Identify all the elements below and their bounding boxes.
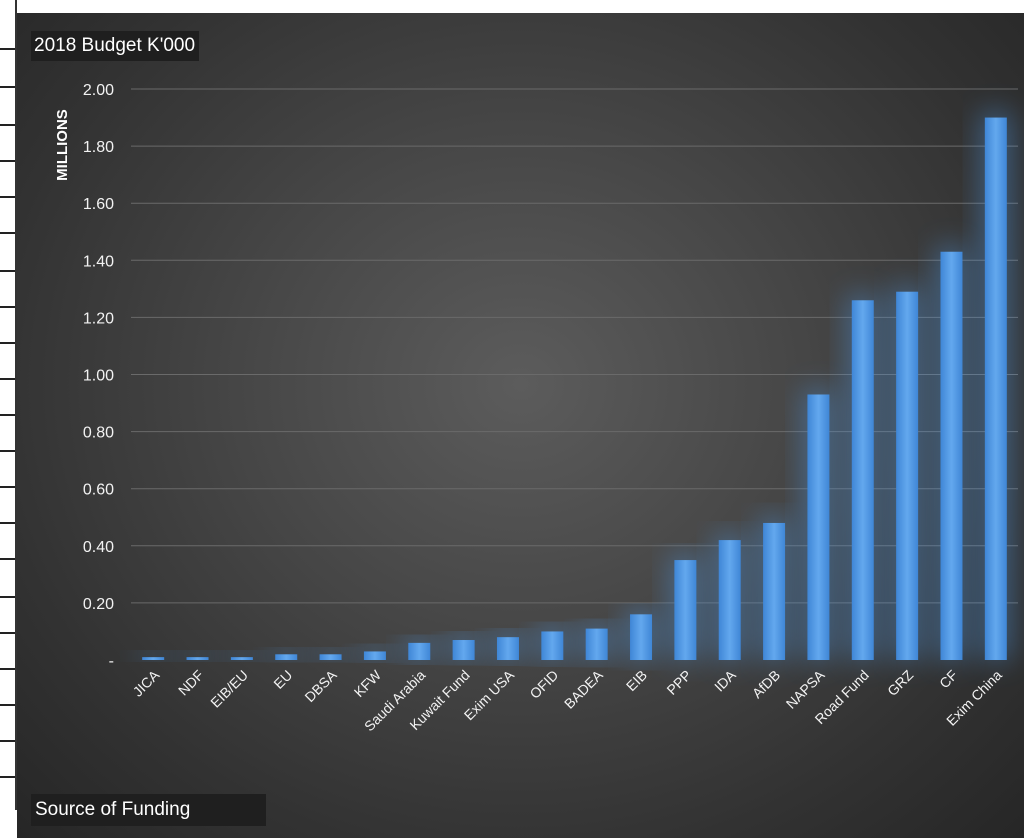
- border-tick: [0, 124, 15, 126]
- x-category-label: DBSA: [301, 666, 340, 705]
- x-category-label: KFW: [351, 666, 385, 700]
- border-tick: [0, 450, 15, 452]
- y-tick-label: 2.00: [83, 82, 114, 99]
- border-tick: [0, 522, 15, 524]
- x-category-label: OFID: [526, 667, 561, 702]
- bar-ida: [718, 540, 741, 660]
- x-category-label: EIB/EU: [207, 667, 251, 711]
- bar-road-fund: [851, 300, 874, 660]
- bar-exim-china: [984, 117, 1007, 661]
- border-tick: [0, 342, 15, 344]
- border-tick: [0, 776, 15, 778]
- y-tick-label: 1.40: [83, 253, 114, 270]
- bar-kfw: [363, 651, 386, 660]
- bar-napsa: [807, 394, 830, 660]
- bar-glow-4: [315, 648, 346, 660]
- bar-saudi-arabia: [408, 642, 431, 660]
- border-tick: [0, 740, 15, 742]
- y-tick-label: 1.20: [83, 310, 114, 327]
- bar-glow-3: [271, 648, 302, 660]
- border-tick: [0, 378, 15, 380]
- y-tick-label: 0.20: [83, 596, 114, 613]
- y-tick-label: 1.00: [83, 368, 114, 385]
- bar-exim-usa: [496, 637, 519, 660]
- x-category-label: AfDB: [749, 667, 783, 701]
- x-category-label: BADEA: [561, 666, 606, 711]
- y-axis-ticks: - 0.20 0.40 0.60 0.80 1.00 1.20 1.40 1.60 1.80 2.0…: [83, 82, 114, 670]
- border-tick: [0, 160, 15, 162]
- bar-glow-2: [226, 651, 257, 660]
- x-category-label: IDA: [711, 666, 739, 694]
- border-tick: [0, 596, 15, 598]
- x-category-label: JICA: [130, 666, 163, 699]
- border-tick: [0, 558, 15, 560]
- bar-eu: [275, 654, 298, 660]
- chart-title: 2018 Budget K'000: [31, 31, 200, 61]
- bar-cf: [940, 251, 963, 661]
- gridlines: [131, 88, 1018, 604]
- bar-glow-0: [138, 651, 169, 660]
- y-tick-label: 1.80: [83, 139, 114, 156]
- bar-badea: [585, 628, 608, 660]
- x-category-label: CF: [936, 667, 961, 692]
- border-tick: [0, 668, 15, 670]
- bar-dbsa: [319, 654, 342, 660]
- y-tick-label: 0.40: [83, 539, 114, 556]
- bar-jica: [142, 657, 165, 660]
- x-category-label: PPP: [663, 667, 694, 698]
- border-tick: [0, 196, 15, 198]
- y-tick-label: 1.60: [83, 196, 114, 213]
- y-tick-label: 0.80: [83, 425, 114, 442]
- y-axis-title: MILLIONS: [54, 109, 71, 181]
- x-category-label: GRZ: [884, 666, 917, 699]
- x-axis-title: Source of Funding: [31, 794, 266, 826]
- border-tick: [0, 232, 15, 234]
- border-tick: [0, 270, 15, 272]
- border-tick: [0, 414, 15, 416]
- bar-grz: [896, 291, 919, 660]
- x-category-label: EIB: [623, 667, 650, 694]
- bars: [142, 117, 1007, 661]
- x-category-label: EU: [270, 667, 295, 692]
- border-tick: [0, 632, 15, 634]
- bar-ofid: [541, 631, 564, 660]
- bar-ndf: [186, 657, 209, 660]
- bar-glow-1: [182, 651, 213, 660]
- bar-ppp: [674, 560, 697, 660]
- y-tick-label: -: [109, 653, 114, 670]
- bar-kuwait-fund: [452, 640, 475, 660]
- bar-eib-eu: [230, 657, 253, 660]
- border-tick: [0, 86, 15, 88]
- border-tick: [0, 704, 15, 706]
- bar-eib: [630, 614, 653, 660]
- x-category-label: NDF: [175, 667, 207, 699]
- bar-glow: [138, 111, 1011, 661]
- y-tick-label: 0.60: [83, 482, 114, 499]
- border-tick: [0, 48, 15, 50]
- bar-afdb: [763, 522, 786, 660]
- left-border-strip: [0, 0, 17, 810]
- border-tick: [0, 486, 15, 488]
- border-tick: [0, 306, 15, 308]
